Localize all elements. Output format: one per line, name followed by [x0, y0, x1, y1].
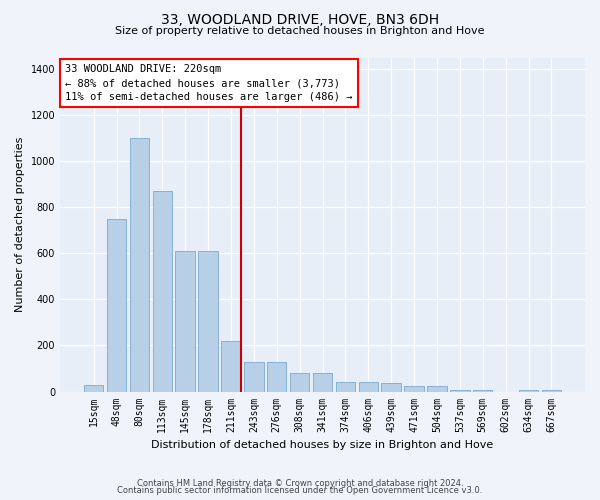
Bar	[244, 362, 263, 392]
Text: 33 WOODLAND DRIVE: 220sqm
← 88% of detached houses are smaller (3,773)
11% of se: 33 WOODLAND DRIVE: 220sqm ← 88% of detac…	[65, 64, 353, 102]
X-axis label: Distribution of detached houses by size in Brighton and Hove: Distribution of detached houses by size …	[151, 440, 494, 450]
Bar	[130, 138, 149, 392]
Bar	[107, 219, 126, 392]
Bar	[84, 384, 103, 392]
Bar	[335, 382, 355, 392]
Bar	[519, 390, 538, 392]
Bar	[313, 373, 332, 392]
Text: Size of property relative to detached houses in Brighton and Hove: Size of property relative to detached ho…	[115, 26, 485, 36]
Bar	[404, 386, 424, 392]
Bar	[152, 191, 172, 392]
Bar	[382, 384, 401, 392]
Bar	[473, 390, 493, 392]
Y-axis label: Number of detached properties: Number of detached properties	[15, 137, 25, 312]
Bar	[427, 386, 446, 392]
Text: Contains public sector information licensed under the Open Government Licence v3: Contains public sector information licen…	[118, 486, 482, 495]
Bar	[221, 341, 241, 392]
Text: 33, WOODLAND DRIVE, HOVE, BN3 6DH: 33, WOODLAND DRIVE, HOVE, BN3 6DH	[161, 12, 439, 26]
Bar	[175, 251, 195, 392]
Bar	[267, 362, 286, 392]
Bar	[359, 382, 378, 392]
Bar	[542, 390, 561, 392]
Bar	[290, 373, 310, 392]
Bar	[450, 390, 470, 392]
Bar	[199, 251, 218, 392]
Text: Contains HM Land Registry data © Crown copyright and database right 2024.: Contains HM Land Registry data © Crown c…	[137, 478, 463, 488]
